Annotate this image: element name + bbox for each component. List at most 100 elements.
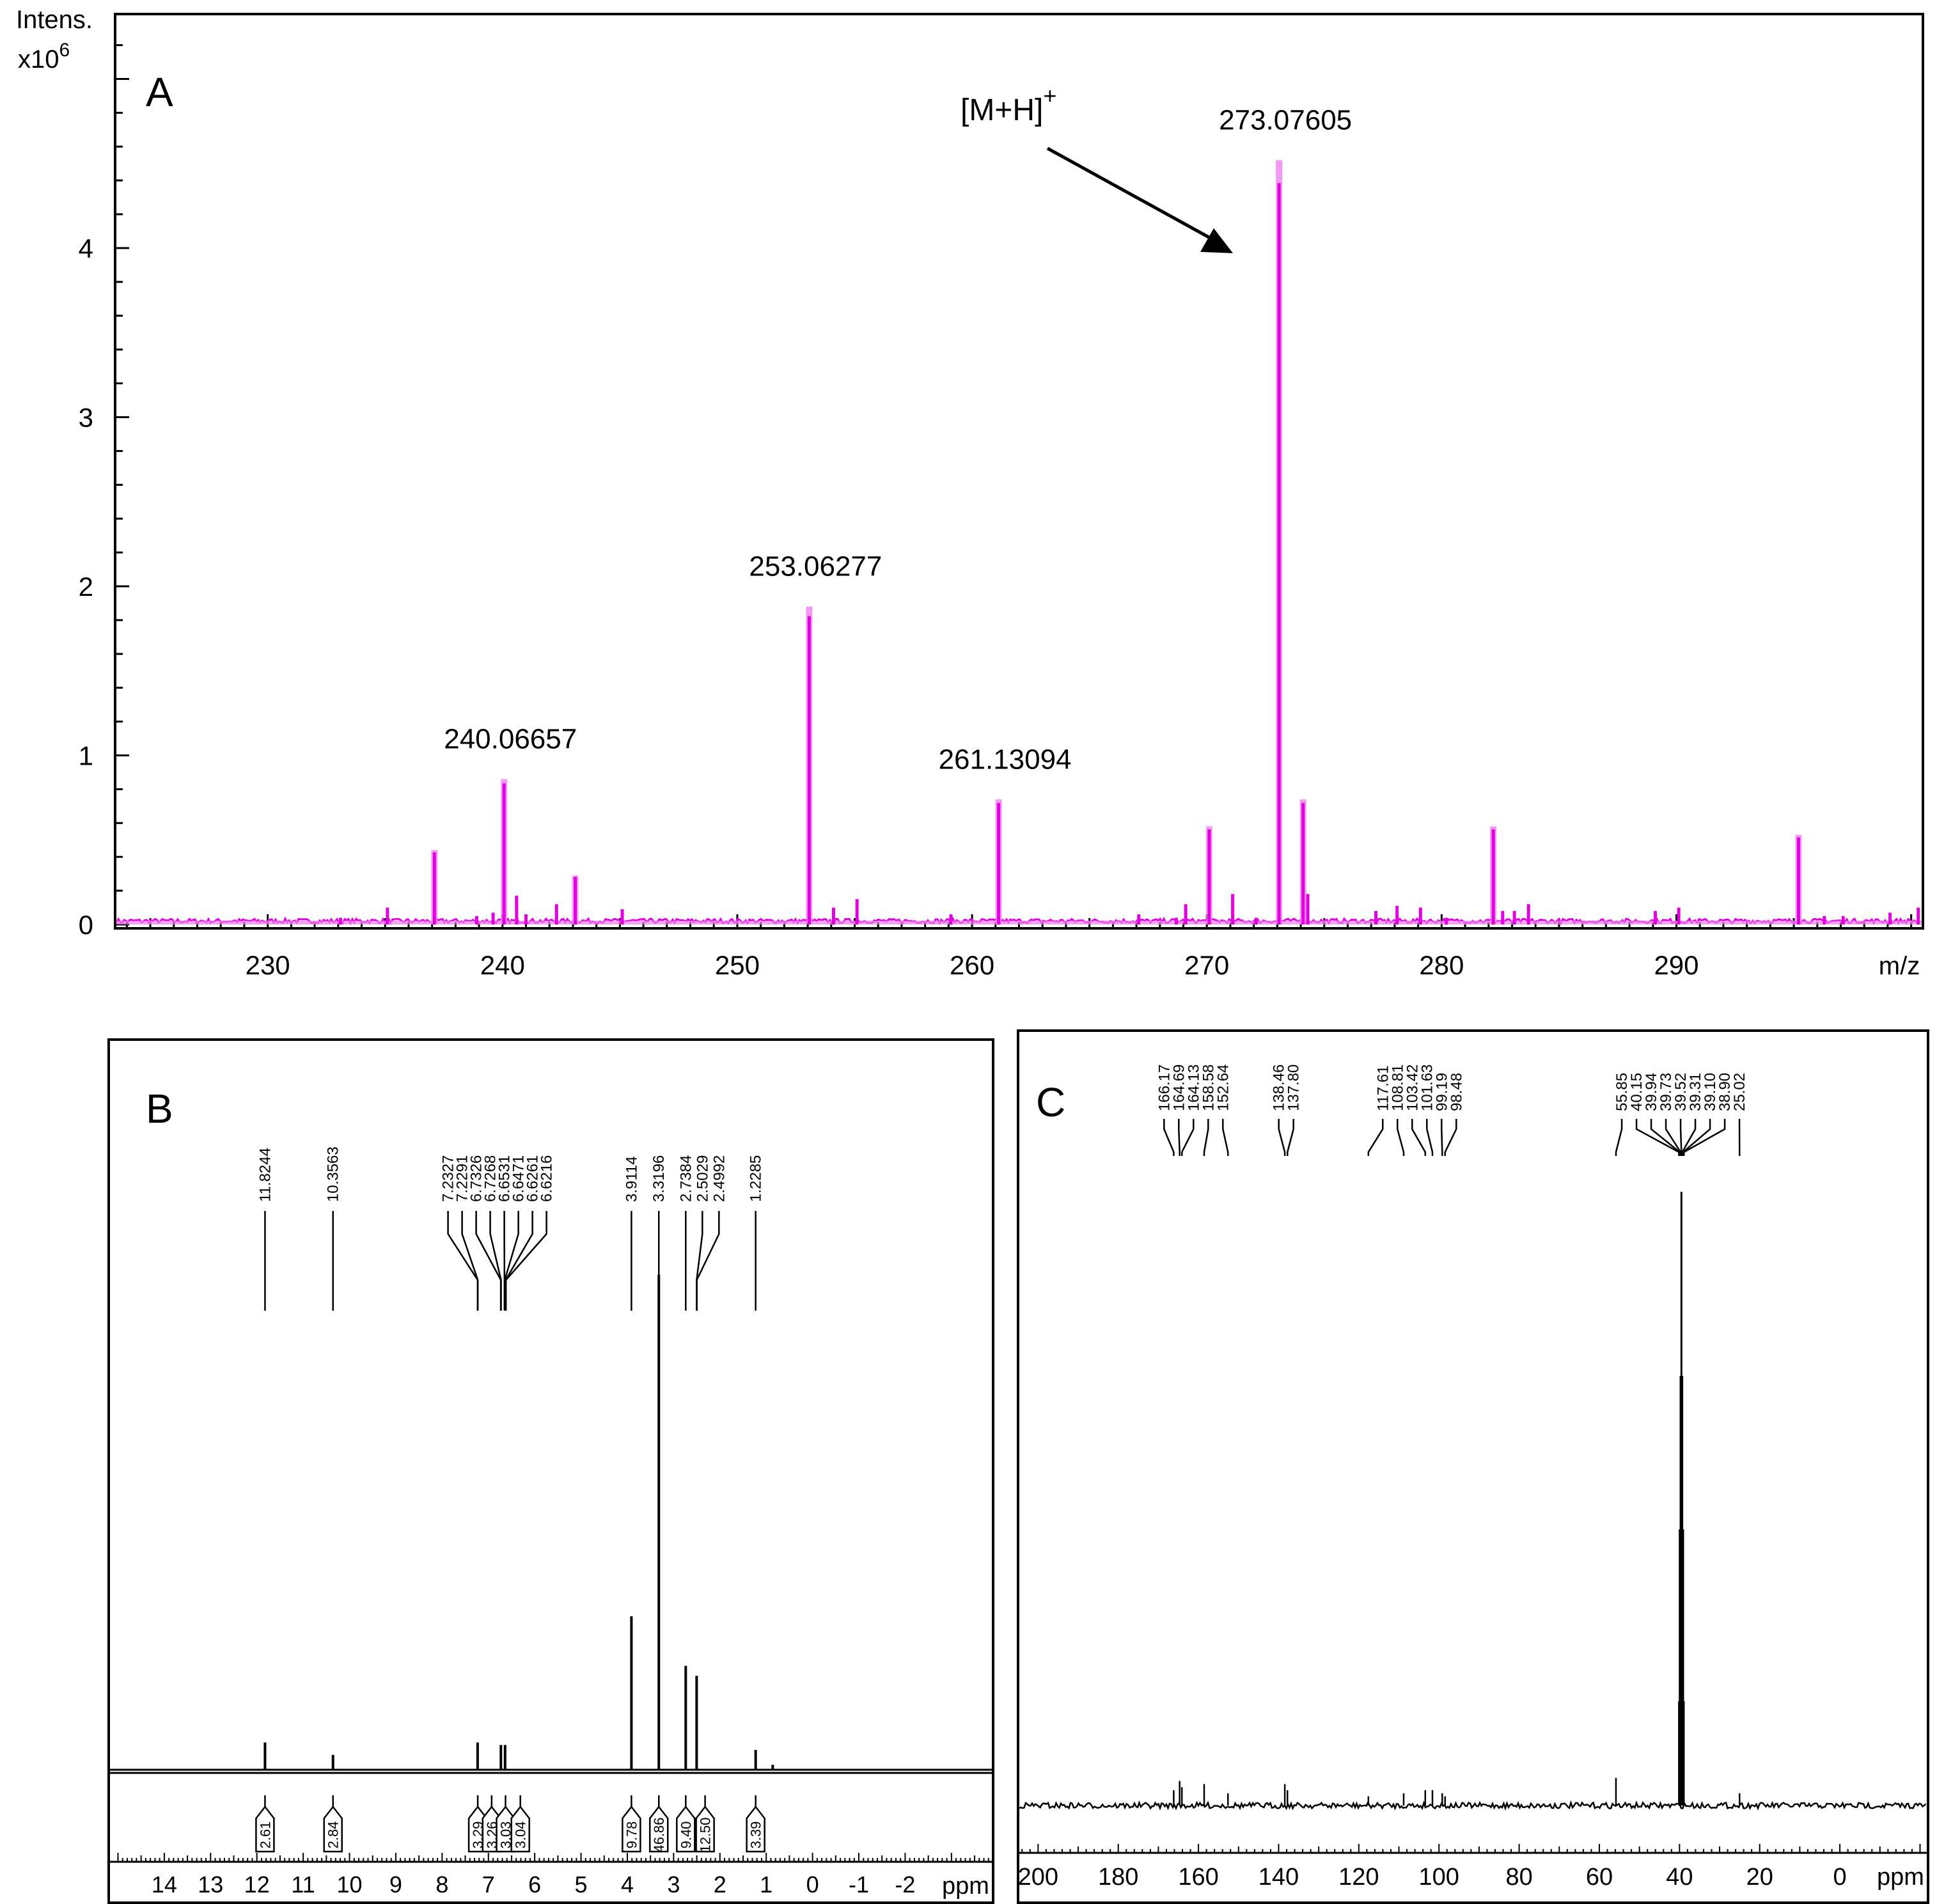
hnmr-x-tick-label: 3 <box>667 1871 680 1898</box>
cnmr-x-tick-label: 0 <box>1833 1864 1847 1891</box>
hnmr-x-tick-label: 10 <box>337 1871 363 1898</box>
hnmr-integral-box <box>323 1805 343 1853</box>
hnmr-shift-label: 7.2291 <box>454 1155 471 1202</box>
cnmr-shift-label: 164.69 <box>1170 1065 1188 1111</box>
ms-y-tick-label: 2 <box>79 572 93 602</box>
ms-peak <box>1254 917 1258 925</box>
ms-peak <box>1526 904 1530 925</box>
hnmr-spectrum <box>109 1275 993 1771</box>
hnmr-integral-box <box>648 1805 669 1853</box>
hnmr-x-tick-label: 0 <box>806 1871 819 1898</box>
ms-peak <box>1445 917 1448 925</box>
cnmr-leader-line <box>1635 1119 1680 1156</box>
hnmr-integral-label: 2.84 <box>325 1822 341 1849</box>
ms-peak <box>554 904 558 925</box>
cnmr-shift-label: 103.42 <box>1404 1065 1421 1111</box>
ms-peak <box>1277 183 1281 925</box>
cnmr-x-tick-label: 80 <box>1505 1864 1532 1891</box>
ms-baseline-noise <box>115 916 1922 926</box>
ms-peak <box>949 914 953 925</box>
hnmr-x-tick-label: 5 <box>575 1871 588 1898</box>
cnmr-x-tick-label: 60 <box>1586 1864 1613 1891</box>
cnmr-shift-label: 99.19 <box>1433 1073 1450 1111</box>
cnmr-noise-trace <box>1019 1800 1927 1811</box>
cnmr-leader-line <box>1426 1119 1434 1156</box>
hnmr-shift-label: 3.9114 <box>623 1156 640 1202</box>
cnmr-shift-label: 158.58 <box>1200 1065 1217 1111</box>
ms-x-tick-label: 280 <box>1419 950 1464 980</box>
ms-x-tick-label: 230 <box>246 950 290 980</box>
panel-letter-a: A <box>146 69 173 115</box>
hnmr-integral-box <box>622 1805 641 1853</box>
hnmr-shift-label: 10.3563 <box>325 1146 342 1202</box>
hnmr-shift-label: 6.6216 <box>538 1155 556 1202</box>
cnmr-x-tick-label: 180 <box>1098 1864 1138 1891</box>
ms-peaks <box>338 160 1920 925</box>
ms-peak <box>1301 803 1305 925</box>
cnmr-shift-label: 108.81 <box>1389 1065 1406 1111</box>
cnmr-x-tick-label: 20 <box>1746 1864 1773 1891</box>
cnmr-shift-label: 55.85 <box>1613 1073 1631 1111</box>
cnmr-shift-label: 137.80 <box>1285 1065 1303 1111</box>
hnmr-shift-label: 2.5029 <box>694 1155 711 1202</box>
ms-ylabel-exponent: 6 <box>59 40 70 61</box>
cnmr-leader-line <box>1444 1119 1457 1156</box>
ms-peak <box>1888 912 1892 925</box>
hnmr-shift-label: 6.7268 <box>482 1155 499 1202</box>
hnmr-x-ticks: 14 13 12 11 10 9 8 7 6 5 4 3 2 1 0 -1 -2 <box>117 1853 989 1898</box>
ms-y-tick-label: 0 <box>79 910 93 940</box>
cnmr-leader-line <box>1682 1119 1726 1156</box>
cnmr-leader-line <box>1411 1119 1427 1156</box>
ms-noise-band <box>116 921 1922 925</box>
hnmr-integral-label: 12.50 <box>698 1817 714 1852</box>
cnmr-x-tick-label: 40 <box>1666 1864 1693 1891</box>
ms-peak <box>1917 907 1920 925</box>
ms-peak <box>1137 914 1141 925</box>
cnmr-leader-line <box>1441 1119 1443 1156</box>
ms-peak <box>1184 904 1188 925</box>
adduct-annotation-base: [M+H] <box>961 93 1043 127</box>
cnmr-leader-line <box>1203 1119 1209 1156</box>
proton-nmr-panel: B 11.8244 10.3563 7.23277.22916.73266.7268… <box>107 1038 994 1904</box>
hnmr-integral-box <box>746 1805 765 1853</box>
hnmr-integral-label: 2.61 <box>257 1822 273 1849</box>
ms-x-ticks: 230 240 250 260 270 280 290 <box>125 914 1913 980</box>
ms-peak <box>1174 917 1178 925</box>
cnmr-shift-label: 152.64 <box>1214 1065 1232 1111</box>
ms-peak <box>1501 910 1505 925</box>
ms-peak <box>432 852 436 925</box>
hnmr-x-tick-label: 12 <box>244 1871 270 1898</box>
cnmr-shift-label: 39.52 <box>1672 1073 1690 1111</box>
hnmr-integral-label: 9.40 <box>678 1822 694 1849</box>
ms-peak <box>620 909 624 925</box>
ms-peak <box>474 916 478 925</box>
cnmr-shift-label: 101.63 <box>1418 1065 1436 1111</box>
hnmr-leader-line <box>505 1211 547 1311</box>
ms-peak <box>1395 905 1399 925</box>
ms-peak <box>502 783 506 925</box>
cnmr-xlabel: ppm <box>1877 1864 1924 1891</box>
hnmr-x-tick-label: 2 <box>714 1871 726 1898</box>
hnmr-integral-box <box>255 1805 275 1853</box>
panel-letter-b: B <box>146 1086 173 1132</box>
cnmr-leader-line <box>1163 1119 1175 1156</box>
hnmr-x-tick-label: -1 <box>849 1871 869 1898</box>
cnmr-leader-line <box>1615 1119 1623 1156</box>
hnmr-x-tick-label: 1 <box>760 1871 772 1898</box>
ms-peak <box>386 907 389 925</box>
hnmr-x-tick-label: 13 <box>198 1871 223 1898</box>
cnmr-x-tick-label: 120 <box>1338 1864 1379 1891</box>
ms-peak <box>831 907 835 925</box>
hnmr-integral-label: 3.04 <box>513 1822 529 1849</box>
hnmr-leader-line <box>696 1211 720 1311</box>
ms-x-tick-label: 240 <box>480 950 525 980</box>
hnmr-x-tick-label: -2 <box>895 1871 915 1898</box>
hnmr-x-tick-label: 14 <box>152 1871 177 1898</box>
hnmr-x-tick-label: 11 <box>291 1871 315 1898</box>
ms-peak <box>1306 894 1310 925</box>
cnmr-shift-label: 39.73 <box>1658 1073 1675 1111</box>
hnmr-integral-label: 3.39 <box>748 1822 764 1849</box>
